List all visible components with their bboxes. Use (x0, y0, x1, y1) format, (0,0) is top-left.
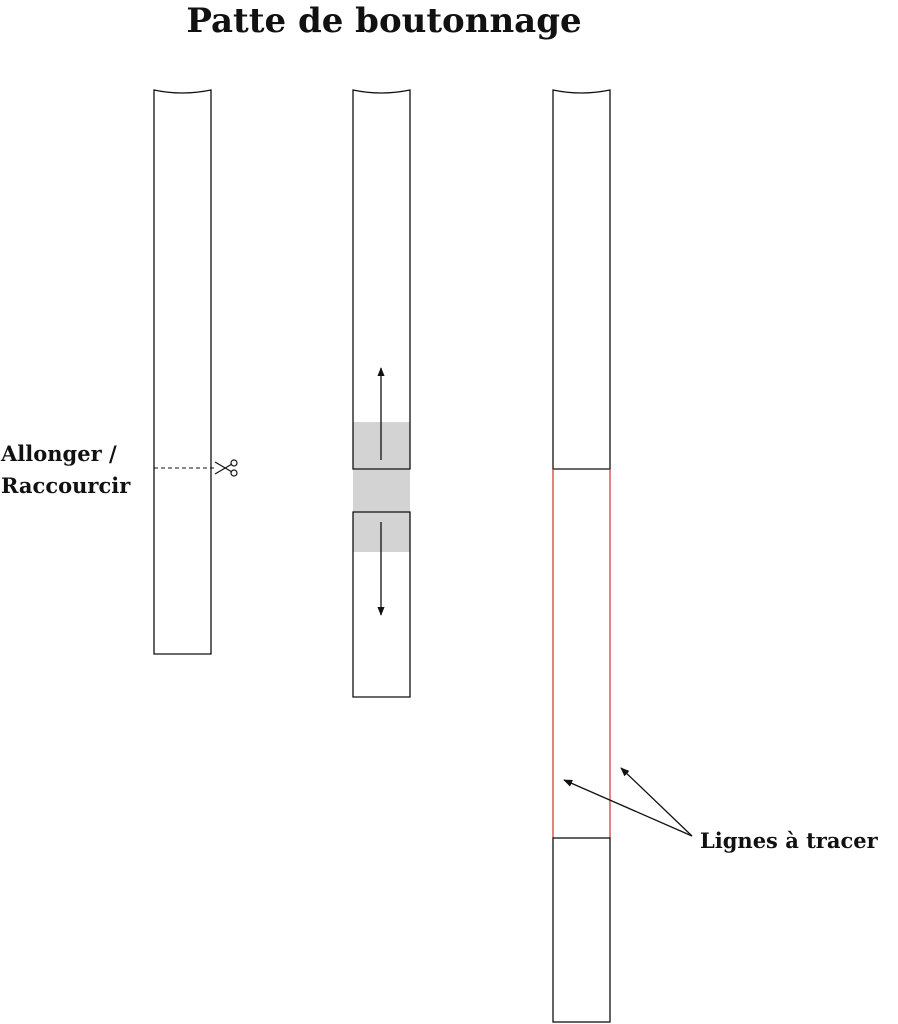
label: Allonger / (0, 441, 117, 466)
strip-spread (352, 89, 411, 698)
label: Raccourcir (1, 473, 131, 498)
strip-traced (552, 89, 693, 1023)
scissors-icon (214, 459, 238, 477)
strip-original (153, 89, 238, 655)
label: Lignes à tracer (700, 828, 879, 853)
title: Patte de boutonnage (186, 1, 581, 41)
